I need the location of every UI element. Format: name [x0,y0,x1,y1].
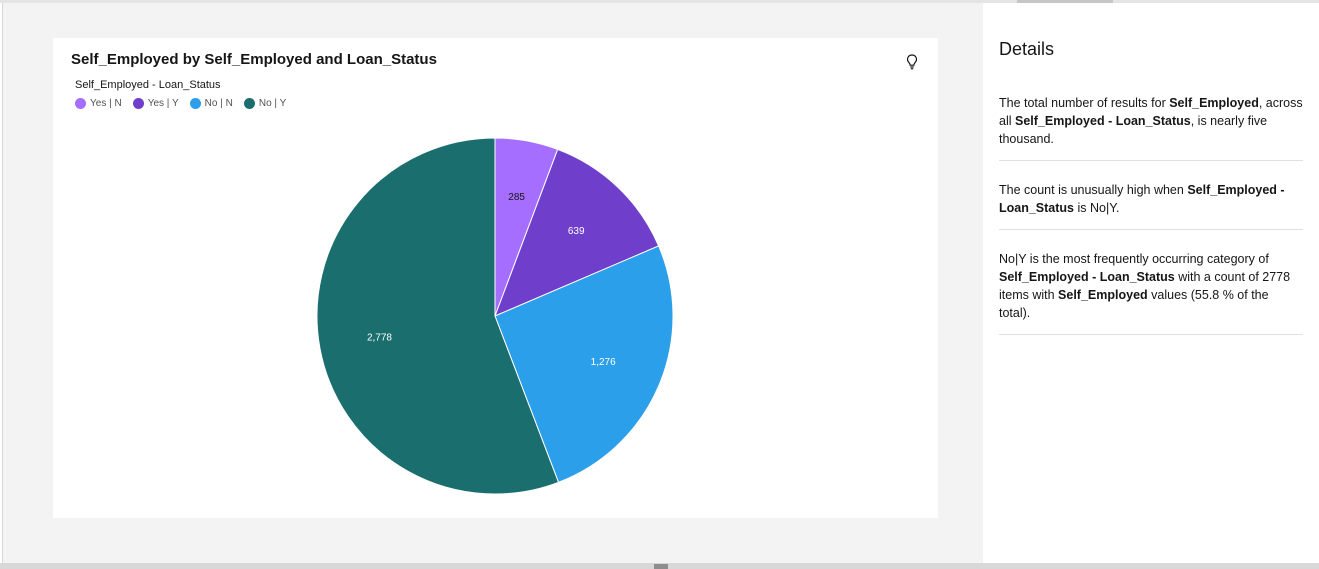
pie-data-label: 639 [568,226,585,237]
bottom-resize-bar[interactable] [0,563,1319,569]
top-tab-strip [0,0,1319,3]
insight-text: values (55.8 % of the total). [999,288,1269,320]
chart-card[interactable]: Self_Employed by Self_Employed and Loan_… [53,38,938,518]
insight-field-name: Self_Employed - Loan_Status [999,270,1175,284]
insight-field-name: Self_Employed - Loan_Status [1014,114,1191,128]
legend-swatch [243,98,255,109]
insight-text: , is nearly five thousand. [999,114,1268,146]
insight-text: The total number of results for [999,96,1170,110]
pie-data-label: 1,276 [591,357,616,368]
legend-item[interactable]: Yes | N [75,98,122,109]
pie-data-label: 2,778 [367,332,392,343]
legend-item[interactable]: No | Y [243,98,287,109]
lightbulb-icon[interactable] [904,53,920,71]
legend-swatch [75,98,86,109]
legend-label: Yes | Y [147,98,179,109]
legend-item[interactable]: No | N [189,98,233,109]
insight-text: with a count of 2778 items with [999,270,1291,302]
dashboard-canvas: Self_Employed by Self_Employed and Loan_… [2,3,983,563]
insight-field-name: Self_Employed [1058,288,1148,302]
insight-field-name: Self_Employed [1169,96,1259,110]
insight-unusual: The count is unusually high when Self_Em… [999,181,1303,230]
pie-slice[interactable] [494,245,674,483]
details-panel: Details The total number of results for … [983,3,1319,563]
legend-label: No | N [204,98,233,109]
legend-label: Yes | N [90,98,122,109]
chart-title: Self_Employed by Self_Employed and Loan_… [71,51,437,68]
insight-field-name: Self_Employed - Loan_Status [999,183,1285,215]
legend: Yes | N Yes | Y No | N No | Y [75,98,297,109]
pie-data-label: 285 [508,192,525,203]
insight-most-frequent: No|Y is the most frequently occurring ca… [999,250,1303,335]
selected-tab-indicator [1017,0,1113,3]
insight-text: The count is unusually high when [999,183,1188,197]
insight-text: No|Y is the most frequently occurring ca… [999,252,1269,266]
pie-slice[interactable] [494,148,660,317]
pie-chart: 285 639 1,276 2,778 [316,137,674,495]
legend-label: No | Y [258,98,287,109]
insight-text: is No|Y. [1074,201,1120,215]
insight-total: The total number of results for Self_Emp… [999,94,1303,161]
drag-handle-icon[interactable] [654,564,668,569]
legend-title: Self_Employed - Loan_Status [75,79,221,91]
pie-slice[interactable] [316,137,560,495]
details-title: Details [999,39,1055,59]
legend-swatch [132,98,144,109]
insight-text: , across all [999,96,1303,128]
legend-item[interactable]: Yes | Y [132,98,179,109]
legend-swatch [189,98,201,109]
